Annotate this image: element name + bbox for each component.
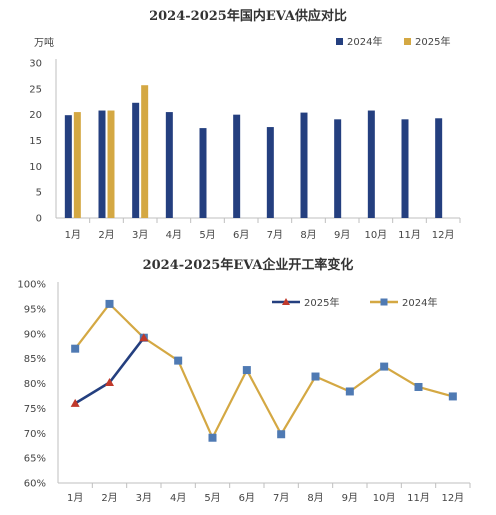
bar — [64, 115, 72, 218]
series-lines — [70, 299, 457, 442]
bar — [233, 114, 241, 218]
x-tick-label: 2月 — [101, 492, 117, 504]
x-tick-label: 10月 — [364, 229, 387, 241]
y-tick-label: 90% — [24, 329, 46, 340]
y-tick-label: 65% — [24, 454, 46, 465]
data-point — [448, 392, 457, 401]
y-tick-label: 20 — [29, 110, 42, 121]
bar — [199, 128, 207, 218]
data-point — [71, 344, 80, 353]
legend-marker — [282, 298, 290, 305]
data-point — [242, 366, 251, 375]
series-line — [74, 302, 454, 441]
bar — [435, 118, 443, 218]
bar — [165, 112, 173, 218]
x-tick-label: 5月 — [204, 492, 220, 504]
y-axis-ticks: 0 5 10 15 20 25 30 — [29, 59, 460, 225]
x-tick-label: 8月 — [300, 229, 316, 241]
x-tick-label: 6月 — [233, 229, 249, 241]
chart-title: 2024-2025年EVA企业开工率变化 — [143, 257, 354, 273]
bar — [107, 110, 115, 218]
bar — [367, 110, 375, 218]
bar — [73, 112, 81, 218]
series-1 — [71, 299, 457, 442]
x-tick-label: 8月 — [307, 492, 323, 504]
x-tick-label: 11月 — [398, 229, 421, 241]
x-tick-label: 2月 — [98, 229, 114, 241]
y-tick-label: 60% — [24, 479, 46, 490]
legend-label: 2024年 — [347, 35, 382, 48]
x-tick-label: 1月 — [67, 492, 83, 504]
y-tick-label: 95% — [24, 304, 46, 315]
x-tick-label: 4月 — [170, 492, 186, 504]
series-line — [74, 336, 145, 405]
y-tick-label: 5 — [36, 188, 42, 199]
series-0 — [70, 333, 149, 407]
x-tick-label: 1月 — [65, 229, 81, 241]
bar — [266, 127, 274, 218]
bars — [64, 85, 443, 218]
data-point — [311, 372, 320, 381]
y-axis-ticks: 60% 65% 70% 75% 80% 85% 90% 95% 100% — [17, 280, 470, 490]
data-point — [414, 382, 423, 391]
x-tick-label: 3月 — [132, 229, 148, 241]
data-point — [139, 333, 149, 342]
bar — [132, 102, 140, 218]
data-point — [208, 433, 217, 442]
data-point — [277, 430, 286, 439]
legend-swatch — [336, 38, 343, 45]
y-tick-label: 70% — [24, 429, 46, 440]
y-tick-label: 75% — [24, 404, 46, 415]
x-tick-label: 9月 — [334, 229, 350, 241]
legend-label: 2025年 — [304, 296, 339, 309]
data-point — [70, 398, 80, 407]
data-point — [105, 299, 114, 308]
legend-swatch — [404, 38, 411, 45]
data-point — [380, 362, 389, 371]
legend-label: 2025年 — [415, 35, 450, 48]
data-point — [105, 378, 114, 387]
x-tick-label: 10月 — [373, 492, 396, 504]
x-tick-label: 3月 — [136, 492, 152, 504]
x-tick-label: 6月 — [239, 492, 255, 504]
bar — [401, 119, 409, 218]
y-tick-label: 85% — [24, 354, 46, 365]
legend: 2024年 2025年 — [336, 35, 450, 48]
x-axis-ticks: 1月 2月 3月 4月 5月 6月 7月 8月 9月 10月 11月 12月 — [67, 483, 471, 504]
data-point — [345, 387, 354, 396]
y-tick-label: 25 — [29, 84, 42, 95]
y-tick-label: 30 — [29, 59, 42, 70]
y-tick-label: 15 — [29, 136, 42, 147]
x-tick-label: 5月 — [199, 229, 215, 241]
x-tick-label: 12月 — [441, 492, 464, 504]
legend-marker — [380, 298, 388, 306]
bar — [141, 85, 149, 218]
bar — [334, 119, 342, 218]
y-tick-label: 80% — [24, 379, 46, 390]
chart-title: 2024-2025年国内EVA供应对比 — [149, 8, 347, 24]
legend-label: 2024年 — [402, 296, 437, 309]
y-tick-label: 0 — [36, 214, 42, 225]
x-tick-label: 7月 — [273, 492, 289, 504]
utilization-line-chart: 2024-2025年EVA企业开工率变化 60% 65% 70% 75% 80% 85% 9… — [17, 257, 471, 504]
bar — [98, 110, 106, 218]
x-tick-label: 9月 — [342, 492, 358, 504]
legend: 2025年 2024年 — [272, 296, 437, 309]
x-tick-label: 4月 — [166, 229, 182, 241]
y-tick-label: 10 — [29, 162, 42, 173]
x-tick-label: 7月 — [267, 229, 283, 241]
supply-bar-chart: 2024-2025年国内EVA供应对比 万吨 2024年 2025年 0 5 10 15… — [29, 8, 461, 241]
bar — [300, 112, 308, 218]
y-axis-unit-label: 万吨 — [34, 36, 54, 49]
y-tick-label: 100% — [17, 280, 46, 291]
x-axis-ticks: 1月 2月 3月 4月 5月 6月 7月 8月 9月 10月 11月 12月 — [65, 218, 461, 241]
x-tick-label: 11月 — [407, 492, 430, 504]
x-tick-label: 12月 — [432, 229, 455, 241]
data-point — [174, 356, 183, 365]
